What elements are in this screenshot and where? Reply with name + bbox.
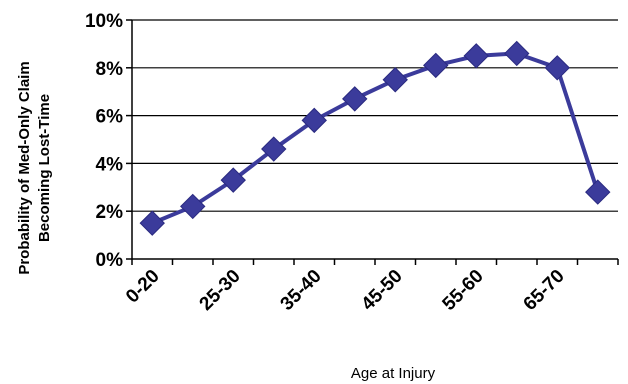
y-tick-label: 6% <box>96 107 124 128</box>
data-point <box>504 40 530 67</box>
series-line <box>151 51 600 225</box>
y-tick-label: 2% <box>96 202 124 223</box>
data-point <box>585 179 611 205</box>
axes <box>126 19 619 265</box>
y-tick-labels: 0% 2% 4% 6% 8% 10% <box>85 11 123 271</box>
x-tick-label: 45-50 <box>358 266 407 315</box>
y-axis-title-line-2: Becoming Lost-Time <box>36 94 53 242</box>
y-tick-label: 10% <box>85 11 123 32</box>
x-tick-label: 55-60 <box>439 266 488 315</box>
data-point <box>139 210 165 236</box>
x-tick-labels: 0-20 25-30 35-40 45-50 55-60 65-70 <box>122 266 569 315</box>
x-tick-label: 35-40 <box>277 266 326 315</box>
data-point <box>261 136 287 162</box>
y-axis-title: Probability of Med-Only Claim Becoming L… <box>16 61 53 274</box>
y-tick-label: 8% <box>96 59 124 80</box>
data-point <box>382 67 408 93</box>
x-tick-label: 65-70 <box>520 266 569 315</box>
y-tick-label: 4% <box>96 154 124 175</box>
data-point <box>180 193 206 220</box>
y-tick-label: 0% <box>96 250 124 271</box>
x-tick-label: 25-30 <box>196 266 245 315</box>
data-point <box>342 86 368 112</box>
x-tick-label: 0-20 <box>122 266 164 308</box>
data-point <box>423 52 449 79</box>
gridlines <box>132 19 618 212</box>
data-point <box>463 43 489 69</box>
x-axis-title: Age at Injury <box>351 365 436 382</box>
data-point <box>301 107 327 134</box>
series-layer <box>139 40 611 236</box>
y-axis-title-line-1: Probability of Med-Only Claim <box>16 61 33 274</box>
data-point <box>220 167 246 193</box>
data-point <box>544 55 570 81</box>
